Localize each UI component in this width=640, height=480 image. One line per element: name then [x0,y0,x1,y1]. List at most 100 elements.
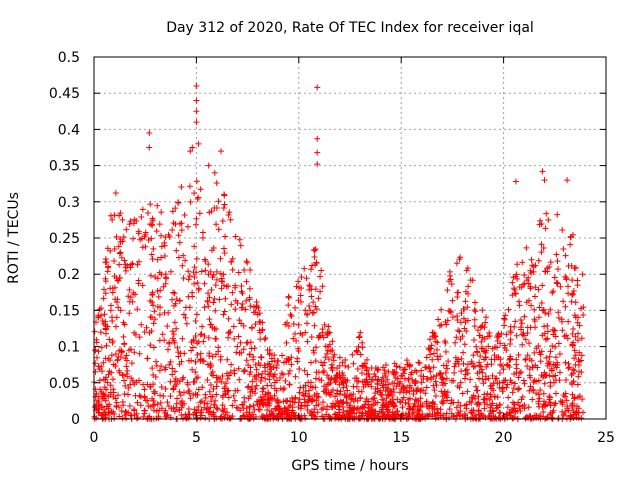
data-point [423,398,430,405]
data-point [552,400,559,407]
data-point [470,352,477,359]
data-point [137,402,144,409]
data-point [552,377,559,384]
data-point [106,357,113,364]
data-point [558,316,565,323]
data-point [175,353,182,360]
data-point [550,373,557,380]
data-point [371,394,378,401]
data-point [193,97,200,104]
data-point [195,403,202,410]
data-point [318,377,325,384]
data-point [297,330,304,337]
data-point [144,210,151,217]
data-point [326,341,333,348]
data-point [148,328,155,335]
data-point [140,381,147,388]
data-point [302,399,309,406]
data-point [259,385,266,392]
data-point [471,307,478,314]
data-point [365,370,372,377]
data-point [209,324,216,331]
data-point [113,399,120,406]
data-point [150,397,157,404]
data-point [177,392,184,399]
data-point [253,366,260,373]
data-point [102,275,109,282]
data-point [224,356,231,363]
data-point [195,386,202,393]
data-point [222,390,229,397]
data-point [310,309,317,316]
data-point [346,392,353,399]
data-point [304,402,311,409]
data-point [462,288,469,295]
data-point [249,388,256,395]
data-point [136,350,143,357]
axis-ticks [93,56,607,420]
data-point [158,243,165,250]
data-point [279,414,286,421]
data-point [306,393,313,400]
y-axis-label: ROTI / TECUs [6,192,22,284]
data-point [357,405,364,412]
data-point [205,261,212,268]
data-point [310,246,317,253]
data-point [429,400,436,407]
data-point [125,391,132,398]
data-point [206,316,213,323]
data-point [427,351,434,358]
data-point [539,307,546,314]
data-point [190,336,197,343]
data-point [256,406,263,413]
data-point [313,402,320,409]
data-point [150,388,157,395]
data-point [535,377,542,384]
data-point [398,385,405,392]
data-point [192,332,199,339]
data-point [464,388,471,395]
data-point [202,391,209,398]
data-point [207,381,214,388]
data-point [472,299,479,306]
data-point [478,366,485,373]
data-point [374,410,381,417]
data-point [250,303,257,310]
data-point [128,375,135,382]
data-point [184,379,191,386]
data-point [157,304,164,311]
data-point [254,311,261,318]
data-point [257,377,264,384]
data-point [102,322,109,329]
data-point [216,296,223,303]
data-point [257,401,264,408]
data-point [321,368,328,375]
data-point [513,356,520,363]
data-point [511,401,518,408]
data-point [296,366,303,373]
data-point [212,335,219,342]
data-point [117,249,124,256]
data-point [141,329,148,336]
data-point [191,378,198,385]
data-point [401,375,408,382]
data-point [574,337,581,344]
data-point [563,275,570,282]
data-point [302,307,309,314]
x-tick-label: 5 [192,430,201,446]
data-point [231,367,238,374]
data-point [306,302,313,309]
data-point [541,323,548,330]
data-point [122,382,129,389]
data-point [471,323,478,330]
data-point [420,376,427,383]
data-point [391,403,398,410]
data-point [156,311,163,318]
data-point [126,298,133,305]
data-point [531,316,538,323]
data-point [232,306,239,313]
data-point [145,237,152,244]
data-point [418,403,425,410]
data-point [344,387,351,394]
data-point [461,402,468,409]
